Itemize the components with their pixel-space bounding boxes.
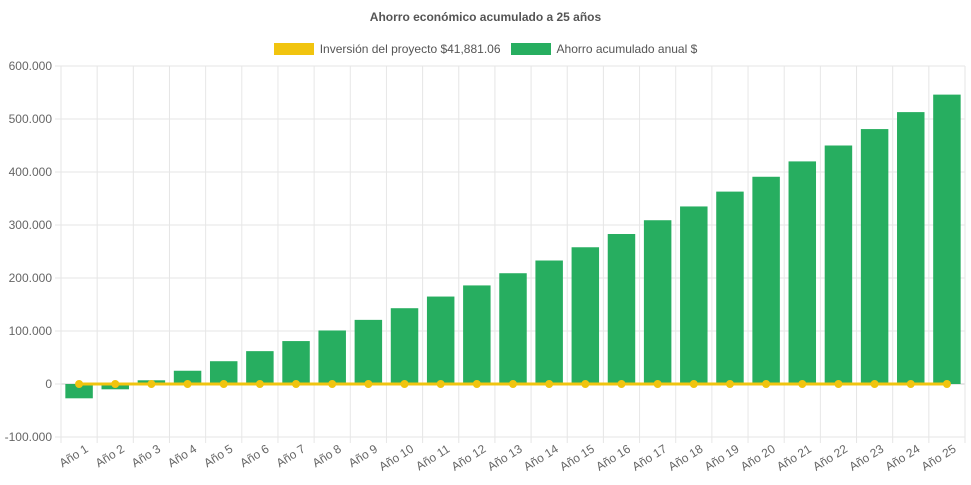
x-tick-label: Año 16 [593,442,633,474]
x-tick-label: Año 6 [237,441,271,470]
x-tick-label: Año 21 [774,442,814,474]
legend-label-investment: Inversión del proyecto $41,881.06 [319,42,501,56]
investment-point [436,380,445,388]
investment-point [328,380,337,388]
bar [499,273,527,384]
investment-point [942,380,951,388]
x-tick-label: Año 12 [449,442,489,474]
bar [643,220,672,384]
x-tick-label: Año 24 [883,442,923,474]
bar [65,384,93,399]
legend-swatch-investment [273,43,314,55]
bar [173,370,202,384]
legend-item-investment[interactable]: Inversión del proyecto $41,881.06 [273,42,501,56]
legend-item-savings[interactable]: Ahorro acumulado anual $ [510,42,698,56]
bar [752,176,780,384]
investment-point [147,380,156,388]
bar [318,330,346,384]
x-tick-label: Año 22 [810,442,850,474]
investment-point [870,380,879,388]
x-tick-label: Año 1 [57,441,91,470]
bar [390,308,419,384]
bar [897,112,925,385]
investment-point [653,380,662,388]
y-tick-label: 400.000 [9,165,53,179]
bar [788,161,817,384]
x-tick-label: Año 8 [310,441,344,470]
x-tick-label: Año 23 [847,442,887,474]
investment-point [111,380,120,388]
legend: Inversión del proyecto $41,881.06 Ahorro… [0,42,971,56]
investment-point [183,380,192,388]
x-tick-label: Año 19 [702,442,742,474]
y-tick-label: -100.000 [5,430,53,444]
y-tick-label: 300.000 [9,218,53,232]
investment-point [581,380,590,388]
x-tick-label: Año 9 [346,441,380,470]
investment-point [400,380,409,388]
bar [246,351,274,384]
investment-point [292,380,301,388]
bar [426,296,455,384]
x-tick-label: Año 18 [666,442,706,474]
x-tick-label: Año 14 [521,442,561,474]
investment-point [798,380,807,388]
bar [680,206,708,384]
investment-point [689,380,698,388]
y-tick-label: 600.000 [9,59,53,73]
y-tick-label: 0 [45,377,52,391]
investment-point [255,380,264,388]
investment-point [472,380,481,388]
x-tick-label: Año 3 [129,441,163,470]
x-tick-label: Año 2 [93,441,127,470]
x-tick-label: Año 10 [376,442,416,474]
bar [860,129,889,384]
x-tick-label: Año 17 [630,442,670,474]
bar [933,94,961,385]
x-tick-label: Año 25 [919,442,959,474]
x-tick-label: Año 11 [413,442,452,474]
x-tick-label: Año 4 [165,441,199,470]
investment-point [509,380,517,388]
bar [571,247,600,384]
x-tick-label: Año 13 [485,442,525,474]
x-tick-label: Año 7 [274,441,308,470]
x-tick-label: Año 20 [738,442,778,474]
bar [282,341,310,384]
bar [209,361,238,384]
investment-point [364,380,373,388]
x-tick-label: Año 5 [201,441,235,470]
investment-point [762,380,771,388]
investment-point [545,380,554,388]
bar [535,260,563,384]
y-tick-label: 200.000 [9,271,53,285]
investment-point [725,380,734,388]
investment-point [834,380,843,388]
investment-point [75,380,84,388]
investment-point [219,380,228,388]
legend-label-savings: Ahorro acumulado anual $ [556,42,698,56]
bar [354,319,383,384]
x-tick-label: Año 15 [557,442,597,474]
y-tick-label: 100.000 [9,324,53,338]
bar [824,145,853,384]
chart-title: Ahorro económico acumulado a 25 años [369,10,602,24]
bar [463,285,491,384]
investment-point [906,380,915,388]
y-tick-label: 500.000 [9,112,53,126]
bar [716,191,744,384]
legend-swatch-savings [510,43,551,55]
investment-point [617,380,626,388]
bar [607,234,636,384]
